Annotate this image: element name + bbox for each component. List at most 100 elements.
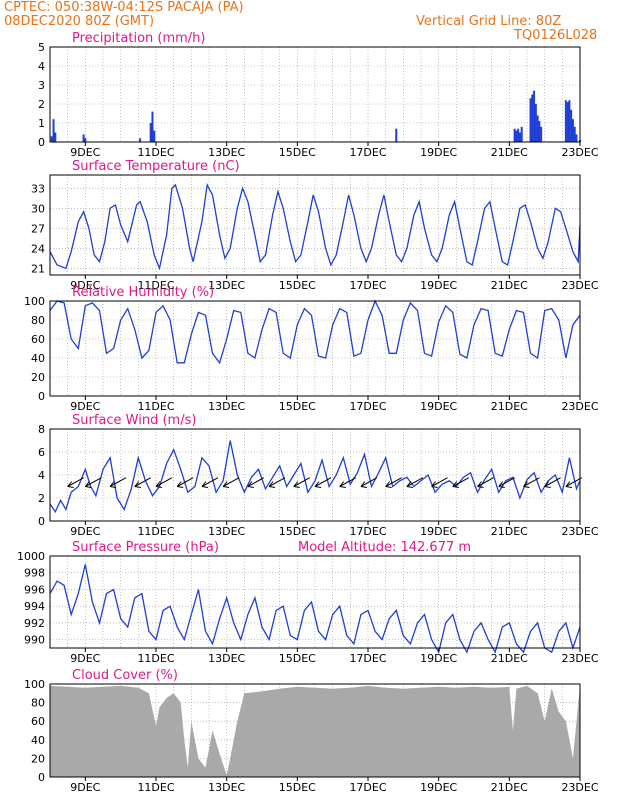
wind-vector-head	[293, 481, 300, 488]
pres-title: Surface Pressure (hPa)	[72, 540, 219, 555]
precip-bar	[84, 138, 87, 142]
cloud-xtick: 23DEC	[561, 781, 598, 794]
precip-xtick: 15DEC	[279, 146, 316, 159]
temp-title: Surface Temperature (nC)	[72, 159, 240, 174]
wind-xtick: 11DEC	[137, 525, 174, 538]
temp-xtick: 17DEC	[349, 279, 386, 292]
wind-vector	[431, 477, 448, 487]
wind-vector	[109, 477, 127, 487]
precip-bar	[139, 138, 142, 142]
cloud-xtick: 9DEC	[70, 781, 100, 794]
rh-line	[49, 299, 581, 365]
temp-line	[49, 182, 581, 271]
wind-vector	[565, 477, 583, 487]
wind-vector-head	[314, 481, 322, 488]
wind-vector-head	[84, 481, 92, 488]
wind-xtick: 13DEC	[208, 525, 245, 538]
pres-ytick: 1000	[17, 550, 45, 563]
precip-bar	[54, 132, 57, 142]
pres-line	[49, 564, 581, 654]
wind-vector-head	[431, 481, 438, 488]
wind-ytick: 6	[38, 446, 45, 459]
cloud-xtick: 13DEC	[208, 781, 245, 794]
pres-xtick: 23DEC	[561, 652, 598, 665]
wind-vector-head	[155, 481, 163, 488]
wind-ytick: 4	[38, 469, 45, 482]
precip-bar	[520, 126, 523, 142]
wind-line	[49, 440, 581, 514]
wind-vector-head	[176, 481, 184, 488]
wind-title: Surface Wind (m/s)	[72, 413, 196, 428]
pres-ytick: 998	[24, 567, 45, 580]
temp-xtick: 15DEC	[279, 279, 316, 292]
temp-xtick: 9DEC	[70, 279, 100, 292]
precip-ytick: 4	[38, 60, 45, 73]
rh-ytick: 0	[38, 390, 45, 403]
wind-vector	[452, 477, 470, 487]
wind-vector	[85, 477, 102, 487]
rh-xtick: 23DEC	[561, 400, 598, 413]
wind-xtick: 19DEC	[420, 525, 457, 538]
precip-bar	[151, 111, 154, 142]
wind-panel: Surface Wind (m/s) 0 2 4 6 8 9DEC 11DEC 13DEC 15D…	[38, 413, 599, 538]
rh-panel: Relative Humidity (%) 0 20 40 60 80 100 9DEC 11D…	[24, 285, 599, 413]
temp-xtick: 13DEC	[208, 279, 245, 292]
pres-ytick: 994	[24, 600, 45, 613]
rh-ytick: 100	[24, 295, 45, 308]
wind-vector	[360, 477, 378, 487]
header-date: 08DEC2020 80Z (GMT)	[4, 14, 154, 29]
pres-ytick: 990	[24, 634, 45, 647]
precip-title: Precipitation (mm/h)	[72, 31, 205, 46]
precip-frame	[49, 46, 581, 143]
precip-bar	[50, 136, 53, 142]
precip-bar	[529, 98, 532, 142]
precip-ytick: 2	[38, 98, 45, 111]
rh-xtick: 17DEC	[349, 400, 386, 413]
wind-ytick: 2	[38, 492, 45, 505]
wind-vector-head	[565, 481, 572, 488]
precip-xtick: 11DEC	[137, 146, 174, 159]
precip-bar	[533, 90, 536, 142]
temp-xtick: 11DEC	[137, 279, 174, 292]
precip-ytick: 3	[38, 79, 45, 92]
precip-bar	[573, 126, 576, 142]
precip-bar	[536, 115, 539, 142]
wind-vector	[268, 477, 286, 487]
cloud-panel: Cloud Cover (%) 0 20 40 60 80 100 9DEC 11DEC 13DE…	[24, 668, 599, 794]
pres-xtick: 15DEC	[279, 652, 316, 665]
precip-bar	[531, 94, 534, 142]
pres-ytick: 992	[24, 617, 45, 630]
wind-vector	[498, 477, 515, 487]
rh-ytick: 80	[31, 314, 45, 327]
pres-xtick: 19DEC	[420, 652, 457, 665]
pres-xtick: 21DEC	[491, 652, 528, 665]
wind-xtick: 21DEC	[491, 525, 528, 538]
precip-bar	[540, 126, 543, 142]
pres-ytick: 996	[24, 583, 45, 596]
precip-ytick: 5	[38, 41, 45, 54]
temp-ytick: 27	[31, 222, 45, 235]
wind-vector	[406, 477, 424, 487]
rh-xtick: 11DEC	[137, 400, 174, 413]
wind-vector-head	[406, 481, 413, 488]
pres-xtick: 11DEC	[137, 652, 174, 665]
wind-vector-head	[523, 481, 530, 488]
panels: Precipitation (mm/h) 0 1 2 3 4 5 9DEC 11DEC 13DEC…	[17, 31, 599, 794]
temp-xtick: 19DEC	[420, 279, 457, 292]
precip-bar	[570, 109, 573, 142]
wind-vector	[247, 477, 265, 487]
temp-ytick: 30	[31, 202, 45, 215]
wind-vector	[314, 477, 332, 487]
rh-ytick: 20	[31, 371, 45, 384]
precip-bar	[149, 123, 152, 142]
wind-vector	[477, 477, 494, 487]
wind-vector	[385, 477, 402, 487]
precip-ytick: 1	[38, 117, 45, 130]
pres-annotation: Model Altitude: 142.677 m	[298, 540, 471, 555]
temp-xtick: 23DEC	[561, 279, 598, 292]
wind-vector-head	[247, 481, 254, 488]
wind-vector	[293, 477, 311, 487]
cloud-ytick: 100	[24, 678, 45, 691]
precip-bar	[153, 130, 156, 142]
wind-vector	[222, 477, 240, 487]
